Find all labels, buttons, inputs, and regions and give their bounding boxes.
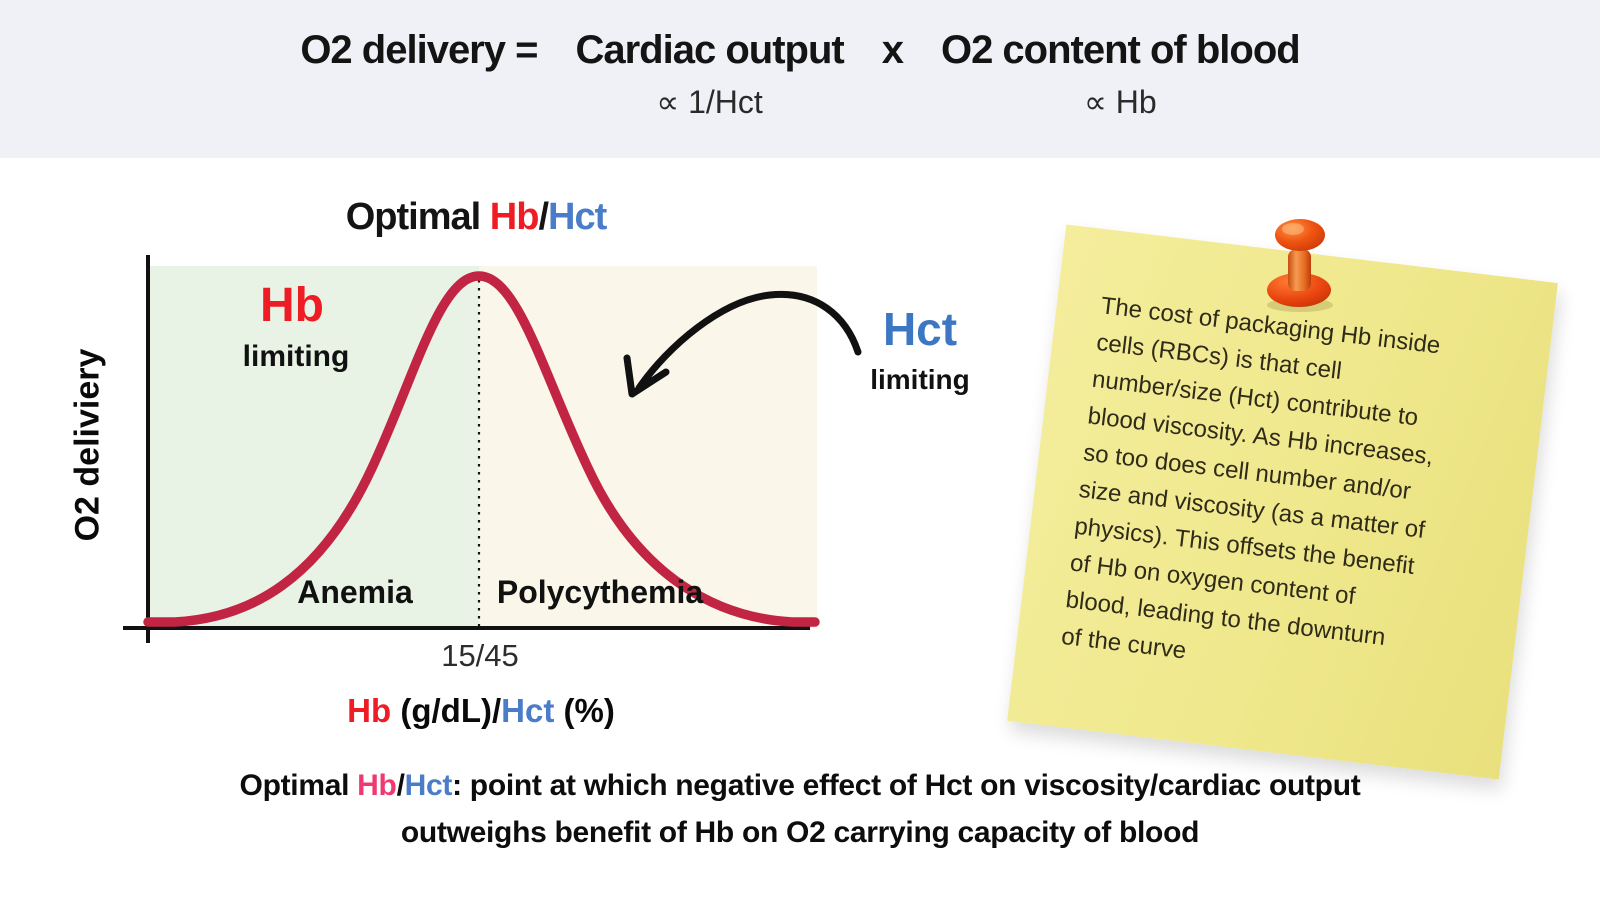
x-axis-label-hct: Hct	[501, 692, 555, 729]
cardiac-output-term: Cardiac output	[575, 28, 844, 72]
hct-limiting-label-small: limiting	[870, 364, 970, 395]
anemia-region-background	[150, 266, 479, 628]
equation-lhs: O2 delivery =	[300, 28, 538, 72]
caption-line-2: outweighs benefit of Hb on O2 carrying c…	[400, 816, 1200, 849]
equation-row: O2 delivery = Cardiac output ∝ 1/Hct x O…	[0, 28, 1600, 121]
hb-limiting-label-small: limiting	[242, 340, 350, 373]
caption-rest: : point at which negative effect of Hct …	[452, 769, 1361, 802]
cardiac-output-proportionality: ∝ 1/Hct	[656, 84, 763, 120]
equation-lhs-group: O2 delivery =	[300, 28, 538, 73]
o2-content-term: O2 content of blood	[940, 28, 1301, 72]
polycythemia-region-background	[479, 266, 817, 628]
caption-hb: Hb	[357, 769, 397, 802]
chart-title-hct: Hct	[548, 196, 607, 238]
cardiac-output-group: Cardiac output ∝ 1/Hct	[575, 28, 844, 121]
y-axis-label: O2 deliviery	[68, 348, 107, 542]
x-axis-label: Hb (g/dL)/Hct (%)	[316, 692, 646, 730]
o2-content-group: O2 content of blood ∝ Hb	[940, 28, 1301, 121]
chart-title-hb: Hb	[489, 196, 540, 238]
hb-limiting-label-big: Hb	[260, 279, 324, 332]
chart-title-optimal: Optimal	[345, 196, 490, 238]
x-axis-label-pct: (%)	[554, 692, 615, 729]
polycythemia-zone-label: Polycythemia	[496, 574, 704, 610]
o2-delivery-curve	[143, 271, 820, 627]
chart-title: Optimal Hb/Hct	[276, 196, 676, 239]
hct-limiting-arrowhead	[623, 354, 670, 398]
pushpin-stem	[1288, 249, 1311, 291]
multiply-operator: x	[881, 28, 904, 72]
anemia-zone-label: Anemia	[297, 574, 413, 610]
optimal-tick-value: 15/45	[441, 638, 519, 673]
pushpin-highlight	[1282, 223, 1304, 235]
caption-hct: Hct	[404, 769, 453, 802]
bottom-caption: Optimal Hb/Hct: point at which negative …	[0, 762, 1600, 856]
multiply-operator-group: x	[881, 28, 904, 73]
bell-curve-plot	[123, 255, 862, 643]
caption-optimal: Optimal	[239, 769, 358, 802]
pushpin-head	[1275, 219, 1325, 251]
caption-line-1: Optimal Hb/Hct: point at which negative …	[0, 762, 1600, 809]
x-axis-label-hb: Hb	[347, 692, 392, 729]
pushpin-icon	[1267, 219, 1333, 312]
chart-title-slash: /	[538, 196, 549, 238]
formula-banner: O2 delivery = Cardiac output ∝ 1/Hct x O…	[0, 0, 1600, 158]
caption-slash: /	[396, 769, 405, 802]
o2-content-proportionality: ∝ Hb	[1083, 84, 1157, 120]
hct-limiting-label-big: Hct	[882, 303, 958, 355]
x-axis-label-units: (g/dL)/	[391, 692, 502, 729]
hct-limiting-arrow	[635, 290, 862, 392]
